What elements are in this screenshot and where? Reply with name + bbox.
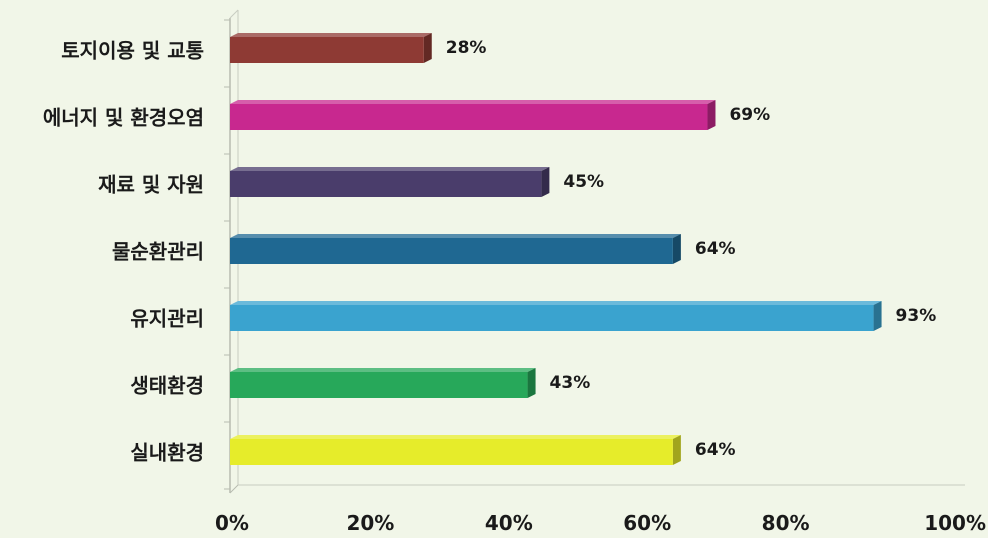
bar-top-face [230,368,536,372]
bar-top-face [230,435,681,439]
category-label: 실내환경 [130,441,204,465]
bar [230,234,681,264]
bar-side-face [423,33,432,63]
bar-top-face [230,33,432,37]
bar-side-face [541,167,550,197]
bar-top-face [230,167,550,171]
bar-side-face [672,234,681,264]
axis-corner-edge [229,484,239,494]
category-label: 유지관리 [130,307,204,331]
value-label: 45% [563,172,604,192]
x-tick-label: 0% [215,511,249,535]
bar-top-face [230,301,882,305]
bar [230,167,550,197]
x-tick-label: 20% [346,511,394,535]
bar [230,33,432,63]
value-label: 64% [695,239,736,259]
bar-front-face [230,439,673,465]
value-label: 64% [695,440,736,460]
value-label: 43% [550,373,591,393]
value-label: 28% [446,38,487,58]
bar-front-face [230,171,542,197]
category-label: 에너지 및 환경오염 [43,106,204,130]
labels-layer: 28% 토지이용 및 교통 69% 에너지 및 환경오염 45% 재료 및 자원 64% 물순… [43,38,986,535]
x-tick-label: 100% [924,511,986,535]
bar-side-face [672,435,681,465]
bar-front-face [230,104,708,130]
value-label: 93% [896,306,937,326]
bar [230,100,716,130]
y-axis-top-edge [229,9,239,19]
bar-front-face [230,37,424,63]
bars-layer [230,33,882,465]
x-tick-label: 60% [623,511,671,535]
bar-front-face [230,305,874,331]
category-label: 재료 및 자원 [98,173,204,197]
bar [230,368,536,398]
x-tick-label: 80% [762,511,810,535]
value-label: 69% [729,105,770,125]
bar-front-face [230,372,528,398]
bar-top-face [230,234,681,238]
bar [230,301,882,331]
bar-side-face [527,368,536,398]
bar [230,435,681,465]
bar-side-face [873,301,882,331]
category-label: 생태환경 [130,374,204,398]
bar-side-face [707,100,716,130]
bar-front-face [230,238,673,264]
category-label: 물순환관리 [112,240,204,264]
bar-top-face [230,100,716,104]
x-tick-label: 40% [485,511,533,535]
category-label: 토지이용 및 교통 [61,39,204,63]
